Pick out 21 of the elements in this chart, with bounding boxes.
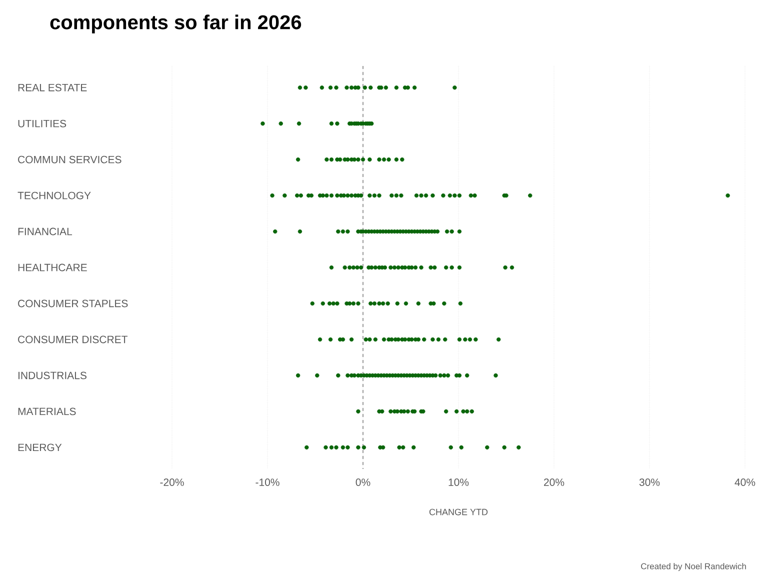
y-tick-label: COMMUN SERVICES [18,156,122,164]
y-tick-label: CONSUMER DISCRET [18,336,128,344]
x-tick-label: 20% [544,478,564,486]
x-tick-label: -20% [160,478,184,486]
y-tick-label: CONSUMER STAPLES [18,300,128,308]
x-tick-label: -10% [256,478,280,486]
y-tick-label: TECHNOLOGY [18,192,91,200]
x-axis-title: CHANGE YTD [429,508,488,516]
x-tick-label: 30% [639,478,660,486]
text: Created by Noel Randewich [641,563,746,571]
y-tick-label: UTILITIES [18,120,66,128]
chart-title: components so far in 2026 [50,14,302,34]
y-tick-label: HEALTHCARE [18,264,87,272]
x-tick-label: 0% [356,478,370,486]
x-tick-label: 10% [448,478,469,486]
y-tick-label: INDUSTRIALS [18,372,86,380]
x-tick-label: 40% [734,478,756,486]
y-tick-label: FINANCIAL [18,228,72,236]
y-tick-label: REAL ESTATE [18,84,87,92]
y-tick-label: ENERGY [18,444,62,452]
y-tick-label: MATERIALS [18,408,76,416]
